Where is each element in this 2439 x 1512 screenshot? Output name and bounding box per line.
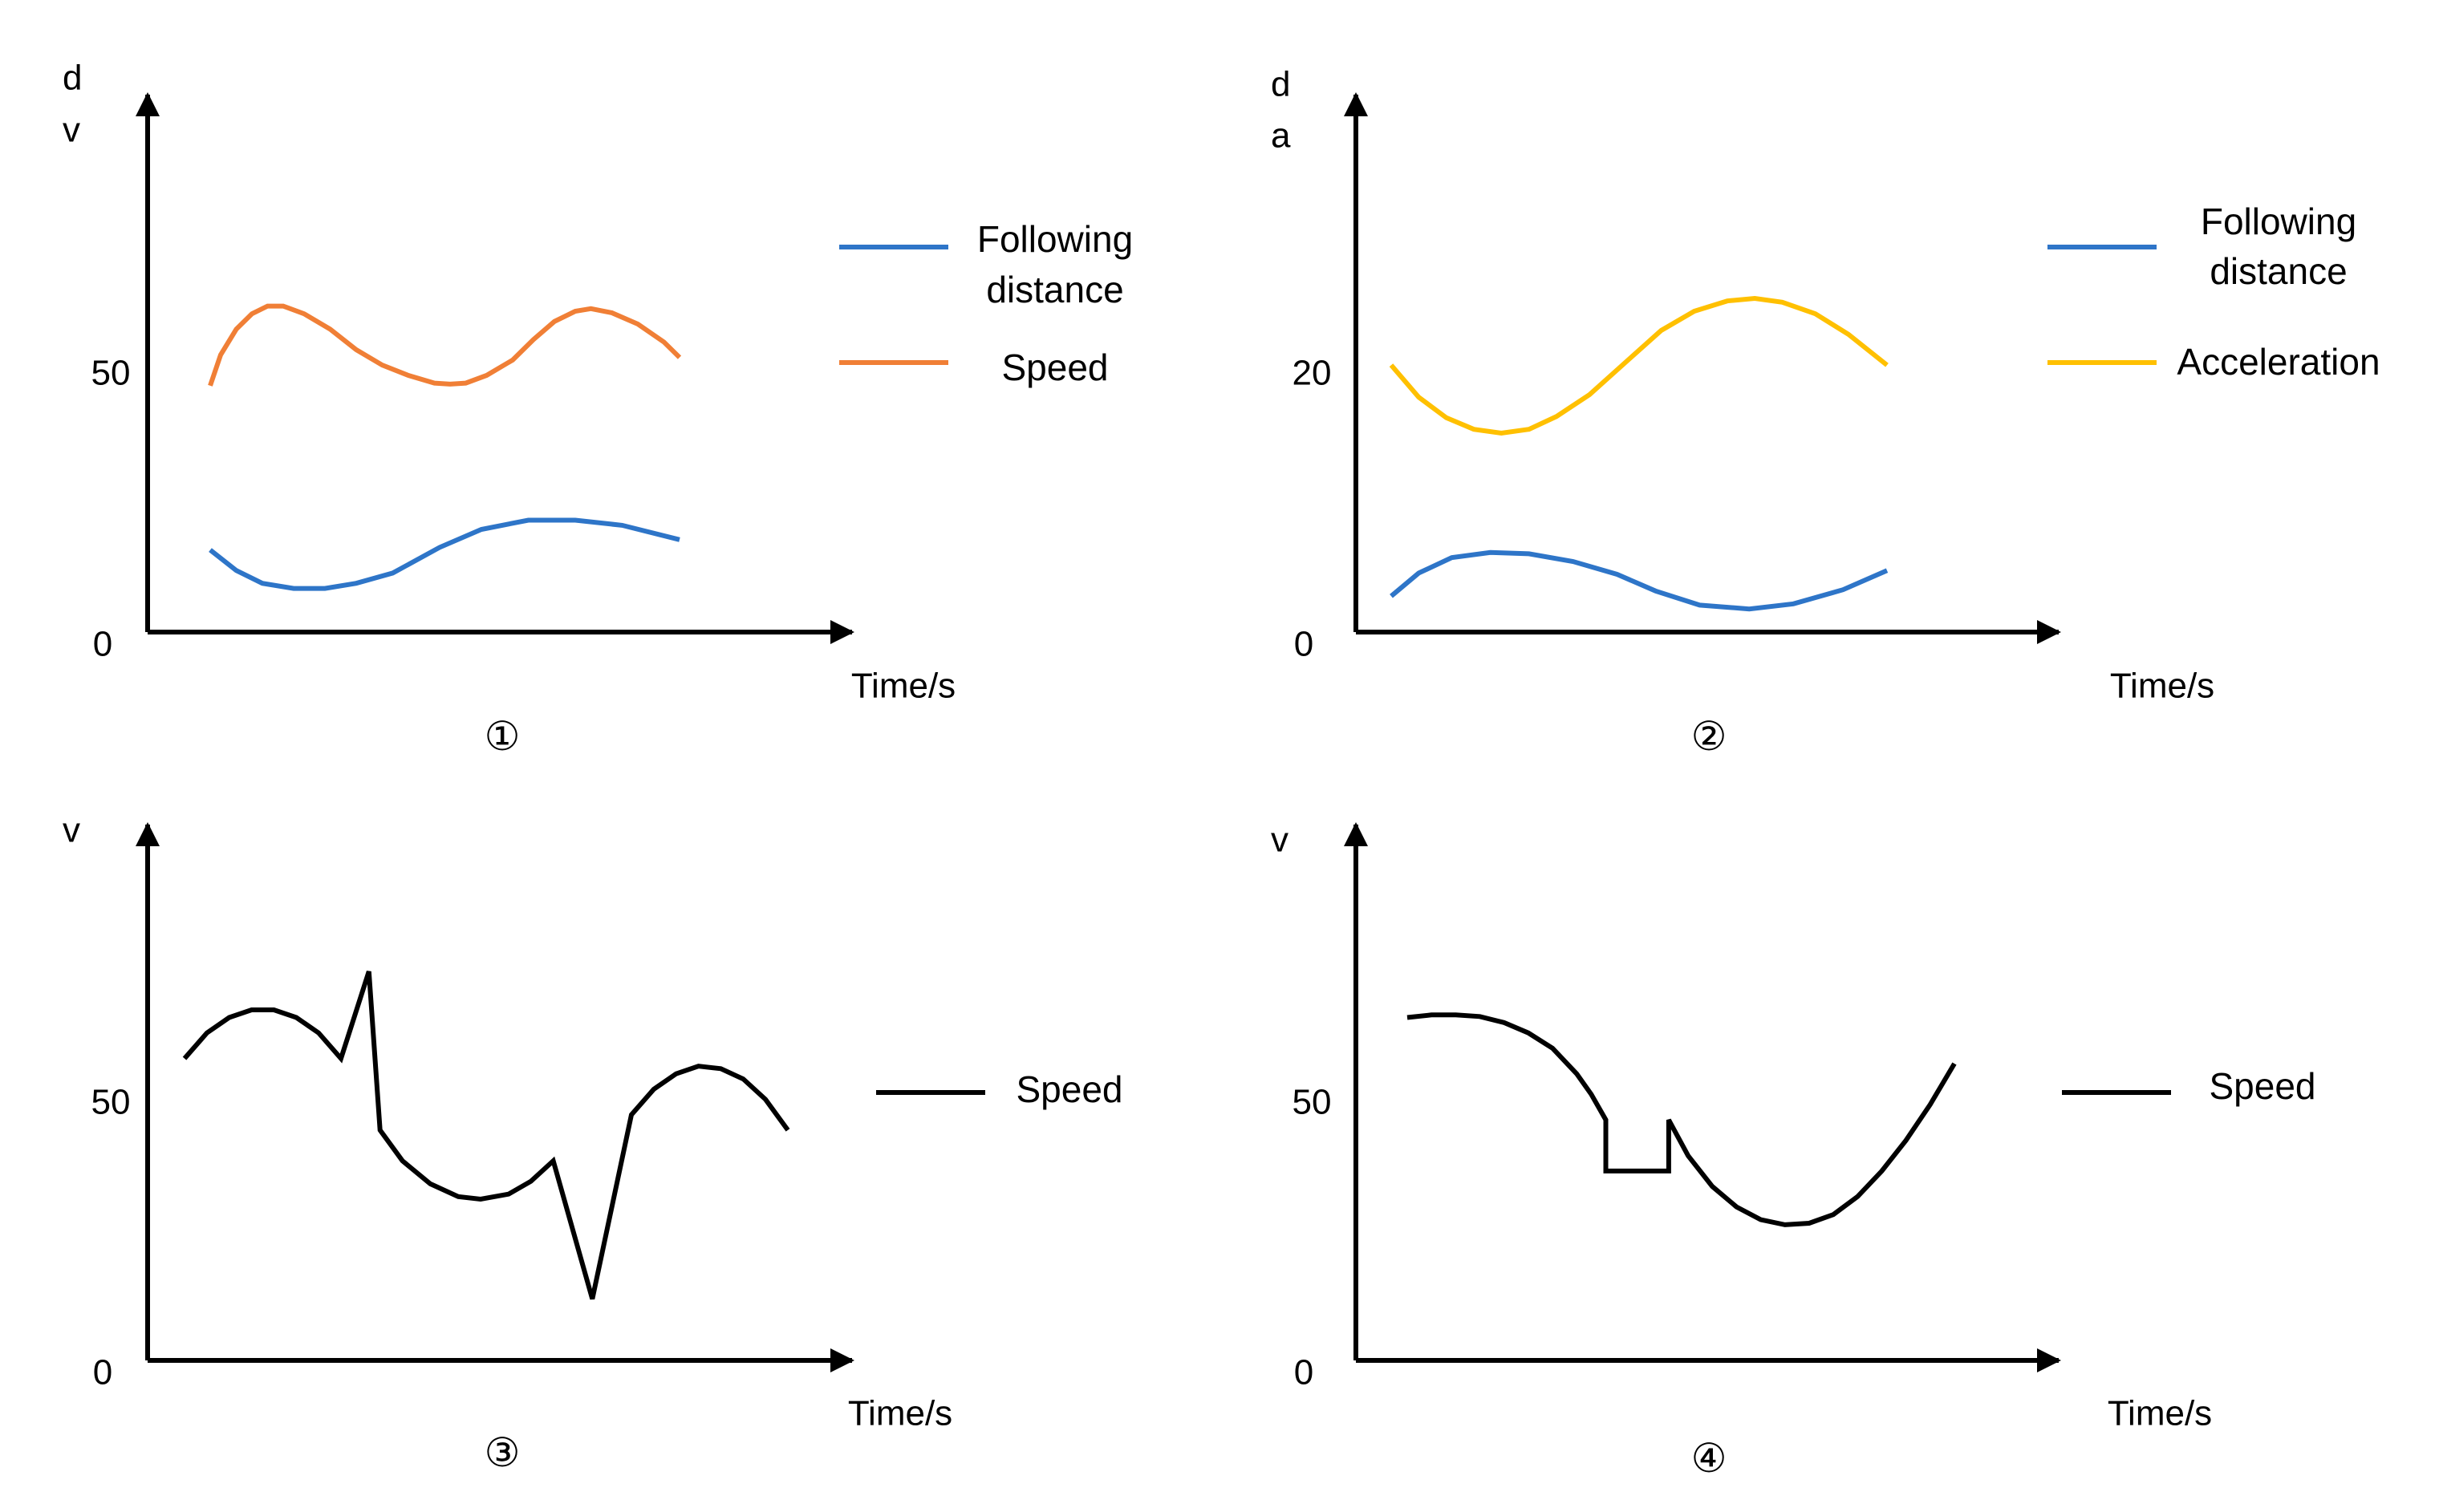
legend-label: Following	[977, 218, 1133, 260]
x-axis-label: Time/s	[2110, 667, 2214, 706]
legend-item-speed: Speed	[2062, 1065, 2316, 1107]
y-tick-label: 50	[91, 354, 131, 393]
y-tick-label: 0	[1294, 625, 1313, 664]
legend-label: Acceleration	[2177, 341, 2380, 383]
panel-caption: ④	[1691, 1435, 1727, 1482]
series-line-speed	[182, 971, 790, 1300]
legend-label: Following	[2201, 201, 2356, 242]
y-tick-label: 0	[93, 1353, 112, 1392]
series-line-following-distance	[209, 517, 680, 591]
legend-label: Speed	[1001, 347, 1108, 388]
y-axis-variable-label: d	[1271, 65, 1290, 104]
x-axis-label: Time/s	[2108, 1394, 2212, 1433]
y-axis-variable-label: a	[1271, 116, 1291, 156]
chart-panel-3: v 0 50 Speed Time/s ③	[63, 811, 1123, 1476]
y-tick-label: 50	[1293, 1083, 1332, 1122]
y-tick-label: 20	[1293, 354, 1332, 393]
series-line-acceleration	[1389, 295, 1889, 436]
legend-item-following-distance: Following distance	[2047, 201, 2356, 292]
panel-caption: ①	[485, 713, 521, 760]
series-line-following-distance	[1390, 549, 1889, 612]
y-tick-label: 0	[93, 625, 112, 664]
y-axis-variable-label: v	[63, 811, 80, 850]
x-axis-label: Time/s	[848, 1394, 952, 1433]
y-tick-label: 50	[91, 1083, 131, 1122]
y-axis-variable-label: v	[63, 111, 80, 150]
y-axis-variable-label: v	[1271, 821, 1288, 860]
legend-item-acceleration: Acceleration	[2047, 341, 2380, 383]
legend-label: distance	[986, 269, 1123, 310]
legend-item-speed: Speed	[876, 1068, 1123, 1110]
chart-panel-2: da 0 20 Following distance Acceleration Time/s…	[1271, 65, 2380, 760]
series-line-speed	[1406, 1012, 1957, 1227]
legend-item-following-distance: Following distance	[839, 218, 1133, 310]
y-tick-label: 0	[1294, 1353, 1313, 1392]
chart-panel-4: v 0 50 Speed Time/s ④	[1271, 821, 2316, 1482]
legend-label: Speed	[2209, 1065, 2315, 1107]
panel-caption: ②	[1691, 713, 1727, 760]
y-axis-variable-label: d	[63, 59, 82, 98]
legend-item-speed: Speed	[839, 347, 1109, 388]
x-axis-label: Time/s	[851, 667, 956, 706]
legend-label: distance	[2210, 250, 2347, 292]
legend-label: Speed	[1016, 1068, 1122, 1110]
chart-panel-1: dv 0 50 Following distance Speed Time/s ①	[63, 59, 1133, 760]
panel-caption: ③	[485, 1429, 521, 1476]
series-line-speed	[208, 303, 682, 387]
